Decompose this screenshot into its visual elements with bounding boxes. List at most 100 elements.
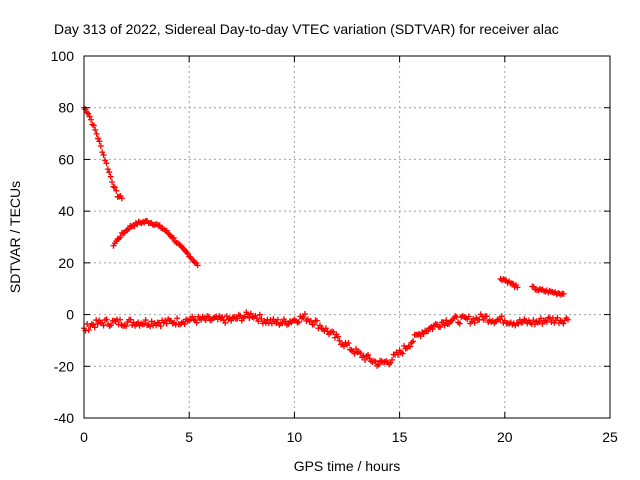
data-point	[515, 320, 522, 327]
y-tick-label: 0	[66, 307, 74, 323]
data-point	[362, 356, 369, 363]
data-point	[103, 160, 110, 167]
data-point	[372, 358, 379, 365]
data-point	[100, 322, 107, 329]
data-point	[316, 322, 323, 329]
data-point	[181, 320, 188, 327]
data-points	[81, 104, 571, 369]
data-point	[91, 324, 98, 331]
data-point	[471, 319, 478, 326]
data-point	[420, 330, 427, 337]
data-point	[205, 313, 212, 320]
data-point	[113, 187, 120, 194]
data-point	[147, 323, 154, 330]
data-point	[256, 311, 263, 318]
data-point	[244, 311, 251, 318]
data-point	[470, 315, 477, 322]
data-point	[395, 351, 402, 358]
data-point	[100, 152, 107, 159]
data-point	[536, 318, 543, 325]
data-point	[334, 333, 341, 340]
data-point	[279, 319, 286, 326]
data-point	[107, 173, 114, 180]
data-point	[163, 320, 170, 327]
data-point	[241, 313, 248, 320]
data-point	[537, 315, 544, 322]
data-point	[514, 284, 521, 291]
data-point	[417, 333, 424, 340]
data-point	[228, 317, 235, 324]
data-point	[106, 169, 113, 176]
data-point	[117, 234, 124, 241]
data-point	[560, 290, 567, 297]
data-point	[99, 149, 106, 156]
data-point	[141, 320, 148, 327]
data-point	[247, 310, 254, 317]
y-axis-label: SDTVAR / TECUs	[7, 181, 23, 293]
data-point	[253, 315, 260, 322]
data-point	[443, 317, 450, 324]
data-point	[92, 126, 99, 133]
data-point	[300, 314, 307, 321]
data-point	[301, 311, 308, 318]
data-point	[222, 320, 229, 327]
data-point	[353, 345, 360, 352]
chart-title: Day 313 of 2022, Sidereal Day-to-day VTE…	[54, 21, 559, 37]
data-point	[295, 319, 302, 326]
data-point	[127, 316, 134, 323]
data-point	[530, 317, 537, 324]
data-point	[410, 338, 417, 345]
data-point	[142, 317, 149, 324]
data-point	[118, 195, 125, 202]
data-point	[548, 319, 555, 326]
data-point	[539, 320, 546, 327]
series-arc-2-hump	[110, 217, 201, 269]
data-point	[117, 316, 124, 323]
data-point	[88, 116, 95, 123]
data-point	[340, 343, 347, 350]
data-point	[214, 316, 221, 323]
data-point	[148, 318, 155, 325]
data-point	[313, 317, 320, 324]
x-tick-label: 20	[497, 429, 513, 445]
data-point	[407, 343, 414, 350]
data-point	[441, 322, 448, 329]
data-point	[437, 323, 444, 330]
data-point	[331, 334, 338, 341]
data-point	[345, 340, 352, 347]
axis-ticks: 0 5 10 15 20 25 -40 -20 0 20 40 60 80 100	[51, 48, 618, 445]
data-point	[564, 316, 571, 323]
data-point	[351, 350, 358, 357]
data-point	[93, 130, 100, 137]
y-tick-label: -40	[54, 410, 74, 426]
series-late-arc-a	[497, 275, 521, 291]
x-tick-label: 25	[602, 429, 618, 445]
y-tick-label: 80	[58, 100, 74, 116]
data-point	[310, 321, 317, 328]
data-point	[157, 323, 164, 330]
data-point	[96, 138, 103, 145]
data-point	[193, 319, 200, 326]
data-point	[109, 178, 116, 185]
x-tick-label: 15	[392, 429, 408, 445]
data-point	[123, 323, 130, 330]
data-point	[90, 122, 97, 129]
y-tick-label: 40	[58, 203, 74, 219]
data-point	[389, 356, 396, 363]
data-point	[365, 351, 372, 358]
data-point	[170, 234, 177, 241]
data-point	[194, 262, 201, 269]
data-point	[554, 314, 561, 321]
x-tick-label: 10	[287, 429, 303, 445]
data-point	[440, 319, 447, 326]
data-point	[103, 316, 110, 323]
data-point	[375, 361, 382, 368]
data-point	[223, 313, 230, 320]
data-point	[174, 315, 181, 322]
y-tick-label: 60	[58, 151, 74, 167]
data-point	[497, 316, 504, 323]
data-point	[560, 320, 567, 327]
data-point	[111, 184, 118, 191]
